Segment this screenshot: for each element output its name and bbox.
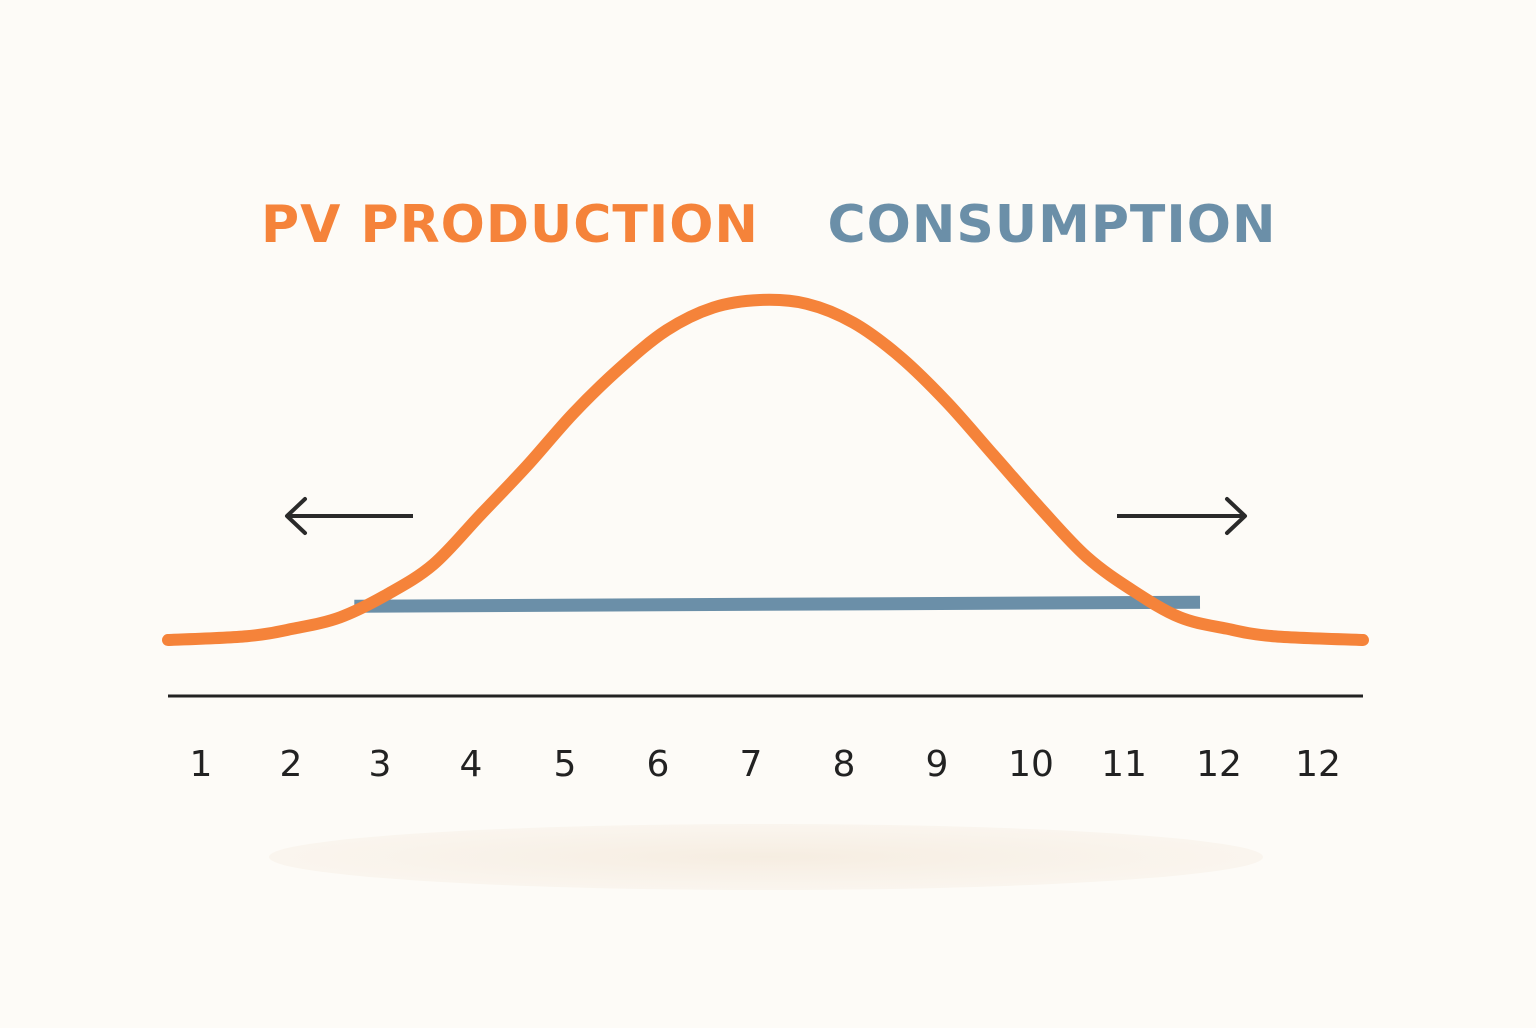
- annotation-layer: [285, 497, 1247, 535]
- arrow-right-icon: [1117, 497, 1247, 535]
- x-tick-label: 10: [1008, 744, 1054, 785]
- x-tick-label: 6: [647, 744, 670, 785]
- series-layer: [162, 293, 1369, 646]
- x-tick-label: 8: [833, 744, 856, 785]
- x-tick-label: 2: [280, 744, 303, 785]
- legend-pv-production: PV PRODUCTION: [261, 195, 759, 255]
- x-tick-label: 7: [740, 744, 763, 785]
- x-tick-label: 11: [1101, 744, 1147, 785]
- x-tick-labels: 1 2 3 4 5 6 7 8 9 10 11 12 12: [190, 744, 1341, 785]
- x-tick-label: 5: [554, 744, 577, 785]
- series-consumption-line: [354, 595, 1201, 613]
- x-tick-label: 1: [190, 744, 213, 785]
- series-pv-production-curve: [162, 293, 1369, 646]
- x-tick-label: 9: [926, 744, 949, 785]
- floor-shadow: [269, 824, 1263, 890]
- x-tick-label: 4: [460, 744, 483, 785]
- x-tick-label: 3: [369, 744, 392, 785]
- arrow-left-icon: [285, 497, 413, 535]
- legend-consumption: CONSUMPTION: [828, 195, 1277, 255]
- x-tick-label: 12: [1295, 744, 1341, 785]
- x-tick-label: 12: [1196, 744, 1242, 785]
